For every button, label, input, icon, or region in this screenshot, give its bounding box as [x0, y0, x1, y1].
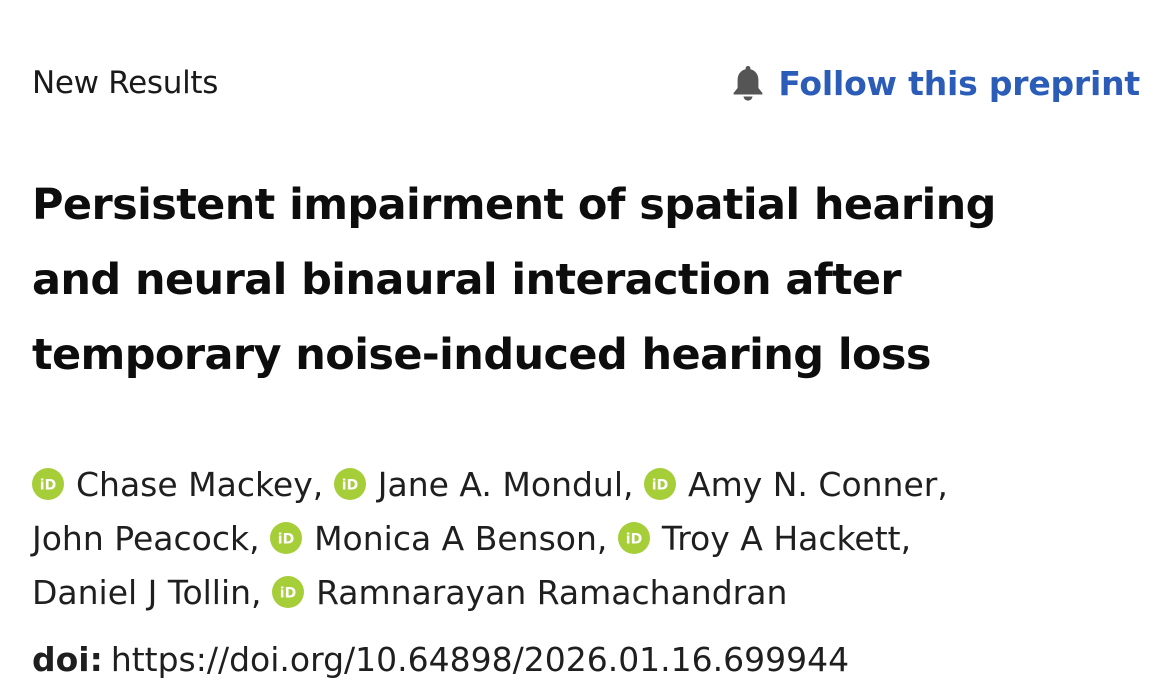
author-item: John Peacock, — [32, 519, 260, 558]
article-title: Persistent impairment of spatial hearing… — [32, 168, 1142, 393]
author-item: iD Amy N. Conner, — [644, 465, 948, 504]
svg-text:iD: iD — [280, 586, 296, 602]
orcid-icon[interactable]: iD — [333, 468, 366, 500]
orcid-icon[interactable]: iD — [32, 468, 64, 500]
author-item: iD Jane A. Mondul, — [333, 465, 634, 504]
svg-text:iD: iD — [40, 478, 56, 494]
follow-preprint-button[interactable]: Follow this preprint — [730, 64, 1140, 103]
author-item: iD Ramnarayan Ramachandran — [272, 573, 787, 612]
author-name[interactable]: Chase Mackey, — [76, 465, 324, 504]
svg-text:iD: iD — [342, 478, 358, 494]
author-name[interactable]: Ramnarayan Ramachandran — [316, 573, 788, 612]
author-name[interactable]: Jane A. Mondul, — [377, 465, 634, 504]
article-title-line: and neural binaural interaction after — [32, 255, 902, 305]
svg-text:iD: iD — [652, 478, 668, 494]
svg-text:iD: iD — [278, 532, 294, 548]
author-item: Daniel J Tollin, — [32, 573, 262, 612]
article-header-bar: New Results Follow this preprint — [32, 58, 1140, 108]
doi-label: doi: — [32, 640, 103, 679]
article-title-line: temporary noise-induced hearing loss — [32, 330, 931, 380]
doi-row: doi: https://doi.org/10.64898/2026.01.16.… — [32, 640, 849, 679]
author-name[interactable]: Daniel J Tollin, — [32, 573, 262, 612]
author-name[interactable]: Amy N. Conner, — [688, 465, 948, 504]
author-name[interactable]: Troy A Hackett, — [661, 519, 912, 558]
follow-preprint-label: Follow this preprint — [778, 63, 1140, 103]
author-name[interactable]: Monica A Benson, — [314, 519, 608, 558]
orcid-icon[interactable]: iD — [644, 468, 676, 500]
author-item: iD Monica A Benson, — [270, 519, 607, 558]
author-item: iD Troy A Hackett, — [617, 519, 912, 558]
article-status-label: New Results — [32, 65, 219, 101]
article-title-line: Persistent impairment of spatial hearing — [32, 180, 996, 230]
orcid-icon[interactable]: iD — [270, 522, 303, 554]
author-item: iD Chase Mackey, — [32, 465, 323, 504]
orcid-icon[interactable]: iD — [272, 576, 305, 608]
doi-link[interactable]: https://doi.org/10.64898/2026.01.16.6999… — [110, 640, 850, 679]
bell-icon — [733, 66, 763, 101]
orcid-icon[interactable]: iD — [617, 522, 650, 554]
author-name[interactable]: John Peacock, — [32, 519, 260, 558]
author-list: iD Chase Mackey, iD Jane A. Mondul, iD Amy … — [32, 458, 1142, 620]
svg-text:iD: iD — [626, 532, 642, 548]
